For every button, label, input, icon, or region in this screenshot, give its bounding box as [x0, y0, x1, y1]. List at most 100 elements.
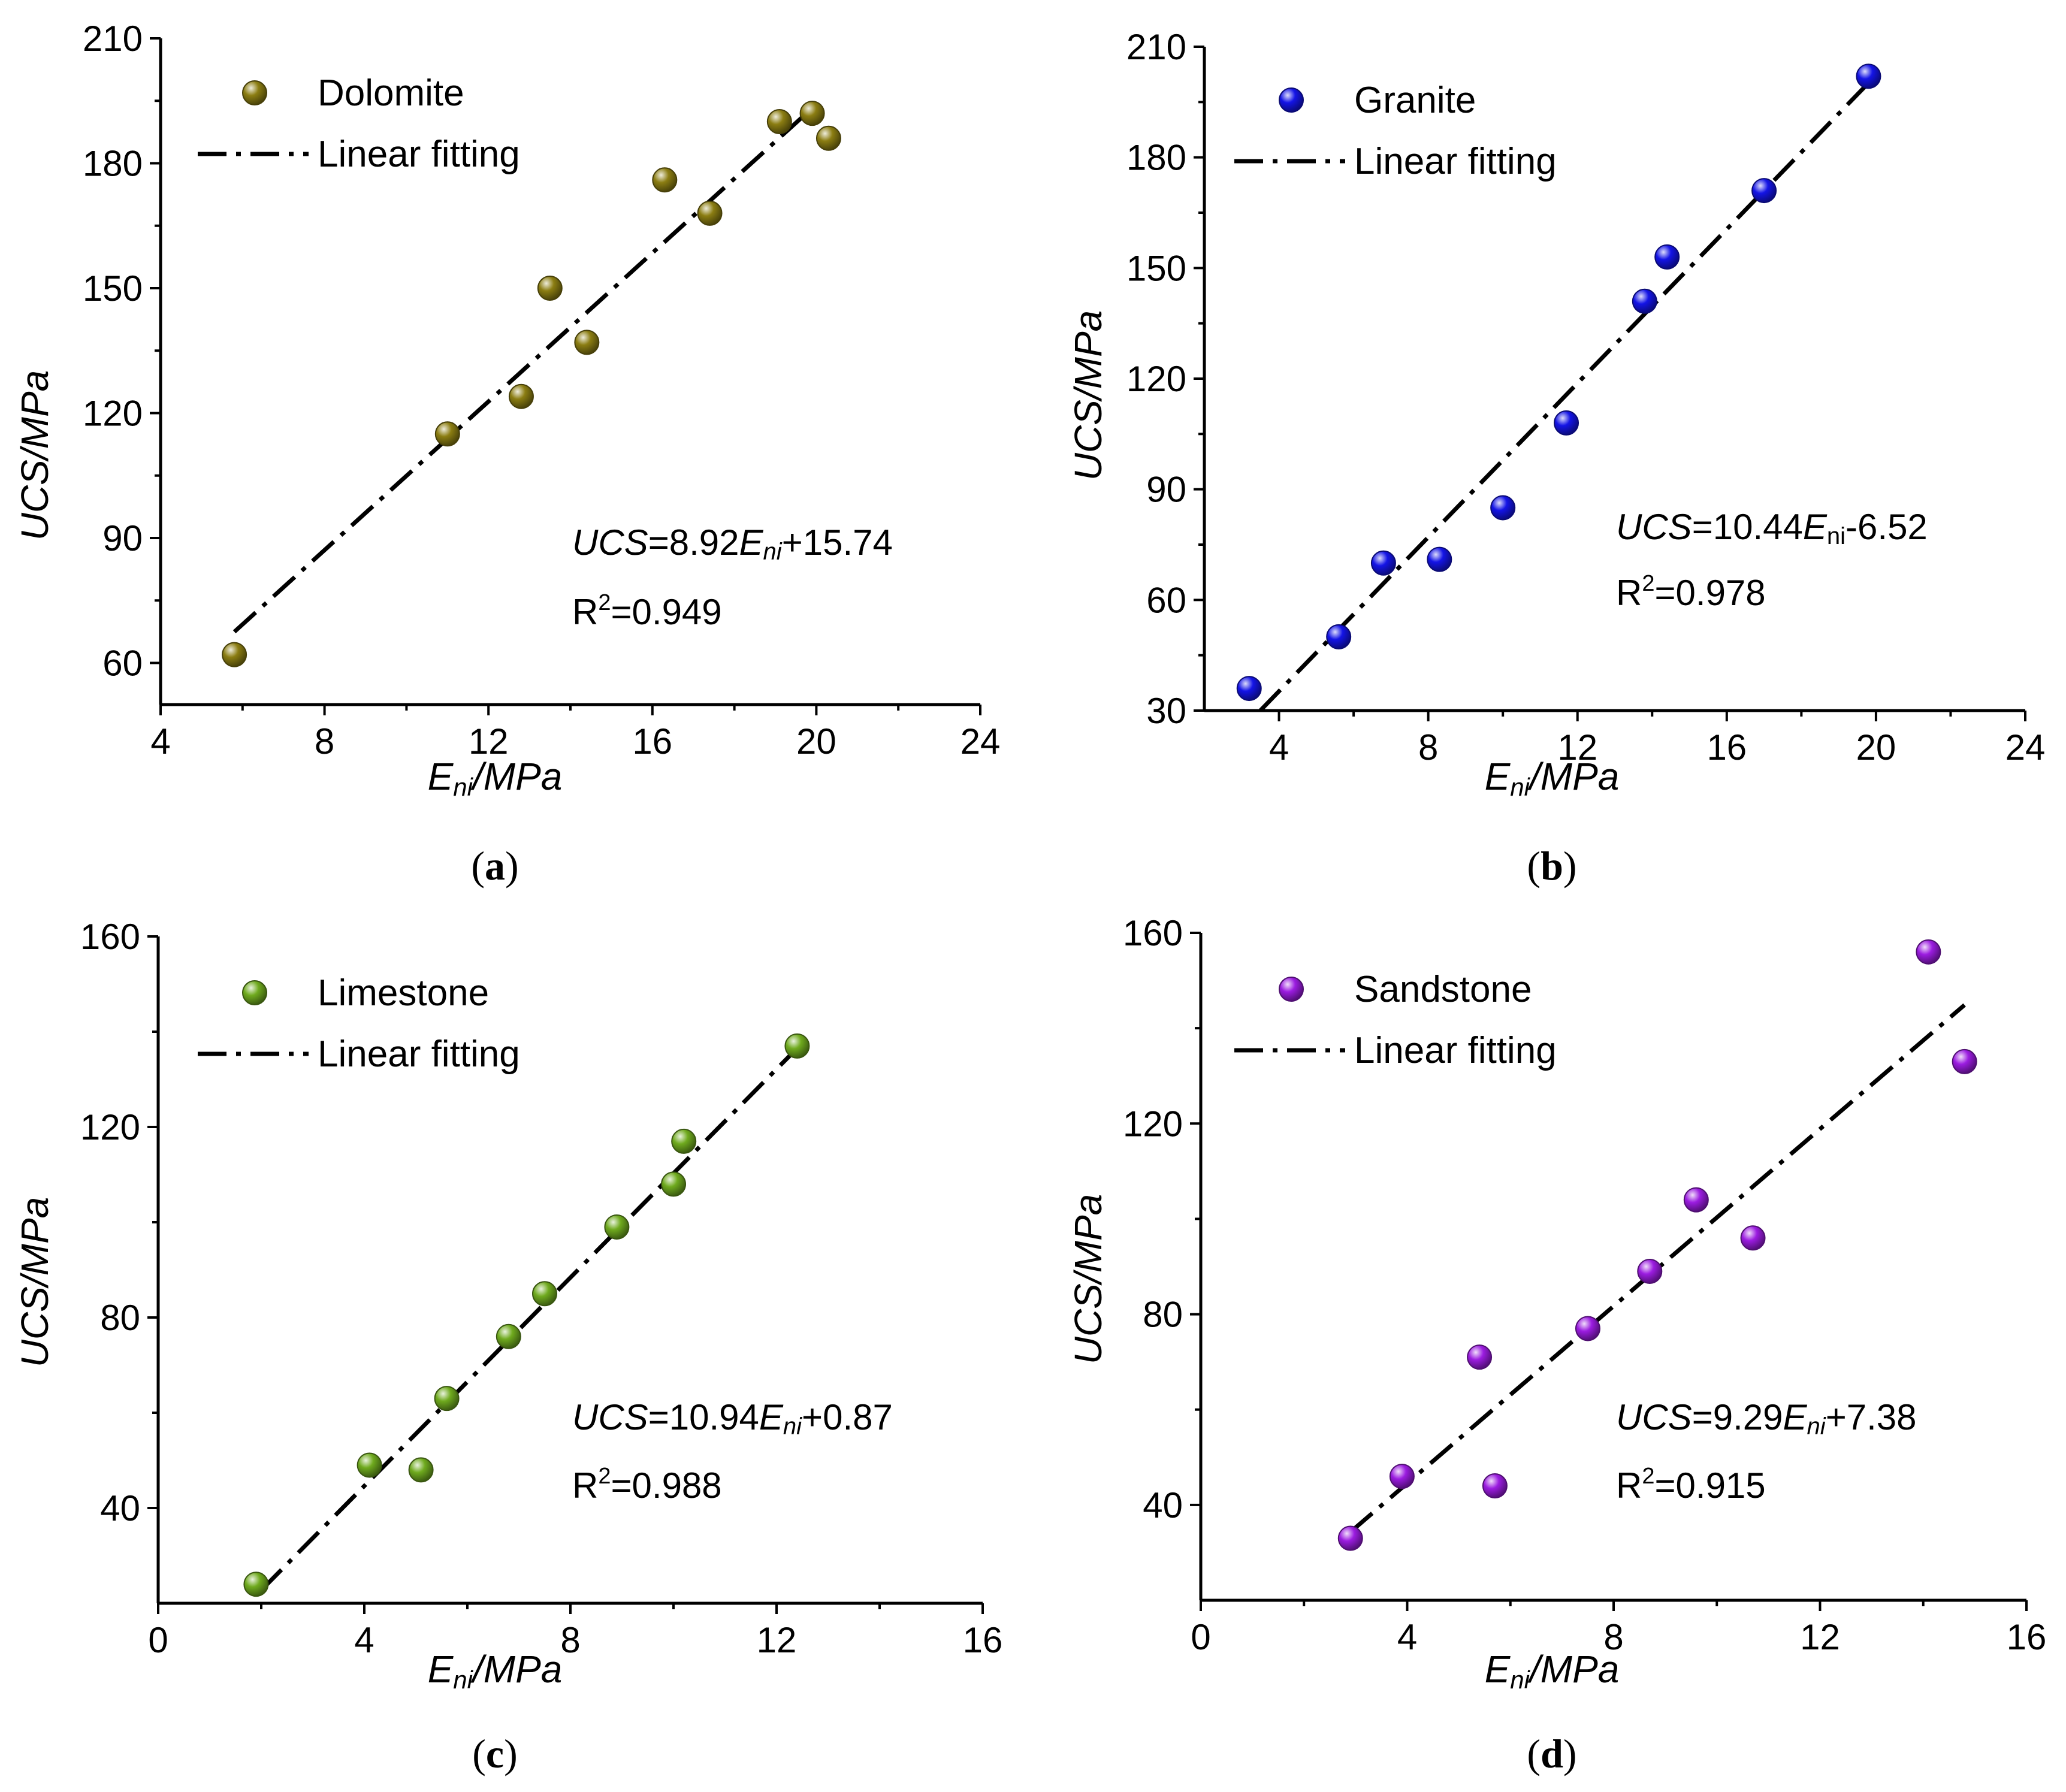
legend: Dolomite Linear fitting: [198, 72, 520, 175]
r-squared: R2=0.915: [1616, 1464, 1766, 1506]
y-tick-label: 60: [102, 643, 143, 684]
y-tick-label: 60: [1146, 580, 1186, 620]
fit-equation: UCS=8.92Eni+15.74: [572, 522, 893, 565]
legend-fit-label: Linear fitting: [318, 134, 520, 175]
x-tick-label: 0: [1191, 1617, 1210, 1657]
data-point: [1916, 939, 1941, 965]
x-tick-label: 8: [1418, 727, 1438, 767]
panel-a: 60 90 120 150 180 210 4 8 12 16 20 24 UCS/MPa Eni/MPa…: [13, 19, 1000, 889]
fit-line: [1349, 1003, 1966, 1534]
y-tick-label: 80: [1143, 1295, 1183, 1335]
fit-line: [1258, 81, 1870, 712]
data-point: [434, 421, 460, 447]
x-tick-label: 16: [963, 1620, 1003, 1660]
data-point: [1326, 624, 1352, 649]
data-point: [1427, 546, 1452, 572]
y-tick-label: 90: [1146, 470, 1186, 510]
x-tick-label: 8: [1603, 1617, 1623, 1657]
y-tick-label: 160: [1123, 913, 1183, 953]
data-point: [1370, 550, 1396, 576]
panel-b: 30 60 90 120 150 180 210 4 8 12 16 20 24 UCS/MPa Eni/M…: [1067, 27, 2045, 889]
legend-series-label: Limestone: [318, 972, 489, 1014]
y-tick-label: 150: [83, 268, 143, 309]
x-tick-label: 20: [796, 721, 836, 761]
y-tick-label: 120: [1126, 359, 1186, 399]
x-tick-label: 4: [1397, 1617, 1417, 1657]
y-tick-label: 210: [83, 19, 143, 59]
y-axis-title: UCS/MPa: [1067, 1194, 1110, 1365]
x-tick-label: 12: [1800, 1617, 1840, 1657]
data-point: [1389, 1464, 1415, 1489]
legend-marker: [242, 80, 267, 105]
y-tick-label: 90: [102, 518, 143, 558]
y-axis-title: UCS/MPa: [1067, 310, 1110, 481]
y-tick-label: 150: [1126, 248, 1186, 288]
x-tick-label: 8: [560, 1620, 580, 1660]
panel-label: (a): [471, 843, 518, 889]
data-point: [815, 125, 841, 151]
x-tick-label: 12: [1557, 727, 1597, 767]
x-axis-title: Eni/MPa: [428, 755, 563, 801]
x-tick-label: 16: [2007, 1617, 2047, 1657]
data-point: [1740, 1225, 1766, 1251]
data-point: [604, 1214, 630, 1240]
y-axis-title: UCS/MPa: [13, 1197, 56, 1368]
data-point: [652, 167, 678, 193]
panel-label: (d): [1527, 1731, 1576, 1776]
fit-equation: UCS=10.44Eni-6.52: [1616, 507, 1928, 549]
y-tick-label: 120: [83, 394, 143, 434]
data-point: [1554, 410, 1579, 436]
legend-marker: [1279, 87, 1304, 113]
data-point: [408, 1457, 434, 1483]
x-tick-label: 4: [354, 1620, 374, 1660]
data-point: [1683, 1187, 1709, 1213]
data-point: [357, 1452, 382, 1478]
fit-line: [232, 102, 818, 634]
data-point: [1236, 676, 1262, 702]
legend-marker: [1279, 977, 1304, 1002]
panel-label: (c): [472, 1731, 518, 1776]
data-point: [697, 200, 723, 226]
data-point: [532, 1281, 557, 1307]
data-point: [1654, 244, 1680, 270]
fit-equation: UCS=10.94Eni+0.87: [572, 1397, 893, 1440]
x-tick-label: 20: [1856, 727, 1896, 767]
legend-series-label: Dolomite: [318, 72, 464, 114]
x-tick-label: 16: [632, 721, 672, 761]
legend-marker: [242, 980, 267, 1005]
legend-series-label: Sandstone: [1354, 969, 1532, 1010]
x-tick-label: 4: [150, 721, 170, 761]
data-point: [1632, 288, 1657, 314]
x-tick-label: 16: [1706, 727, 1747, 767]
data-point: [1856, 64, 1881, 89]
data-point: [671, 1128, 697, 1154]
data-point: [661, 1171, 686, 1197]
y-tick-label: 30: [1146, 691, 1186, 731]
y-tick-label: 210: [1126, 27, 1186, 67]
data-point: [496, 1323, 521, 1349]
fit-line: [259, 1047, 799, 1592]
panel-label: (b): [1527, 843, 1576, 889]
y-tick-label: 80: [100, 1298, 140, 1338]
legend: Sandstone Linear fitting: [1234, 969, 1557, 1071]
x-axis-title: Eni/MPa: [1485, 1648, 1620, 1694]
r-squared: R2=0.949: [572, 590, 722, 632]
r-squared: R2=0.988: [572, 1464, 722, 1506]
data-point: [1482, 1473, 1508, 1499]
data-point: [1467, 1344, 1493, 1370]
y-tick-label: 120: [1123, 1104, 1183, 1144]
x-tick-label: 12: [469, 721, 509, 761]
data-point: [508, 383, 534, 409]
data-point: [1637, 1258, 1663, 1284]
x-axis-title: Eni/MPa: [428, 1648, 563, 1694]
x-tick-label: 24: [2005, 727, 2046, 767]
y-axis-title: UCS/MPa: [13, 370, 56, 541]
data-point: [243, 1572, 269, 1597]
x-axis-title: Eni/MPa: [1485, 755, 1620, 801]
data-point: [1952, 1048, 1977, 1074]
data-point: [766, 109, 792, 134]
x-tick-label: 8: [315, 721, 334, 761]
y-tick-label: 40: [100, 1488, 140, 1528]
legend-fit-label: Linear fitting: [1354, 141, 1557, 182]
